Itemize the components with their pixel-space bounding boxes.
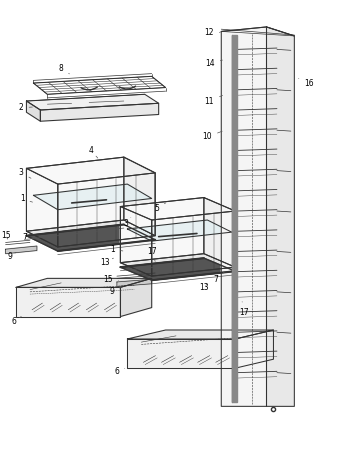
Text: 4: 4: [89, 146, 98, 158]
Polygon shape: [266, 27, 294, 406]
Polygon shape: [40, 103, 159, 121]
Text: 2: 2: [19, 103, 33, 112]
Text: 13: 13: [199, 283, 209, 292]
Text: 15: 15: [103, 275, 119, 284]
Text: 8: 8: [59, 64, 69, 74]
Polygon shape: [117, 279, 152, 286]
Text: 17: 17: [239, 302, 249, 317]
Text: 3: 3: [123, 217, 131, 228]
Polygon shape: [27, 168, 58, 247]
Text: 6: 6: [114, 367, 125, 376]
Text: 15: 15: [1, 231, 10, 240]
Polygon shape: [27, 157, 124, 231]
Text: 9: 9: [7, 252, 16, 261]
Text: 10: 10: [203, 131, 222, 141]
Polygon shape: [120, 198, 204, 263]
Text: 14: 14: [205, 59, 223, 68]
Polygon shape: [152, 211, 235, 276]
Polygon shape: [120, 254, 235, 276]
Polygon shape: [120, 207, 152, 276]
Text: 9: 9: [109, 287, 120, 296]
Text: 5: 5: [154, 203, 166, 213]
Text: 12: 12: [204, 28, 220, 37]
Polygon shape: [27, 224, 155, 251]
Polygon shape: [235, 330, 273, 368]
Polygon shape: [27, 94, 159, 110]
Polygon shape: [127, 220, 232, 241]
Polygon shape: [124, 157, 155, 236]
Polygon shape: [127, 330, 273, 339]
Text: 3: 3: [19, 168, 31, 178]
Polygon shape: [204, 198, 235, 267]
Polygon shape: [120, 278, 152, 317]
Polygon shape: [58, 173, 155, 247]
Text: 13: 13: [100, 258, 113, 267]
Text: 16: 16: [299, 79, 314, 88]
Text: 7: 7: [22, 233, 34, 242]
Polygon shape: [127, 339, 235, 368]
Text: 6: 6: [12, 317, 21, 326]
Text: 1: 1: [20, 194, 33, 203]
Polygon shape: [27, 101, 40, 121]
Polygon shape: [33, 184, 152, 210]
Polygon shape: [27, 220, 155, 247]
Polygon shape: [16, 287, 120, 317]
Text: 7: 7: [214, 272, 225, 284]
Text: 1: 1: [110, 245, 123, 254]
Polygon shape: [221, 27, 266, 406]
Polygon shape: [16, 278, 152, 287]
Polygon shape: [120, 258, 235, 280]
Polygon shape: [232, 35, 237, 402]
Polygon shape: [6, 246, 37, 254]
Text: 11: 11: [205, 95, 223, 106]
Text: 17: 17: [147, 247, 156, 261]
